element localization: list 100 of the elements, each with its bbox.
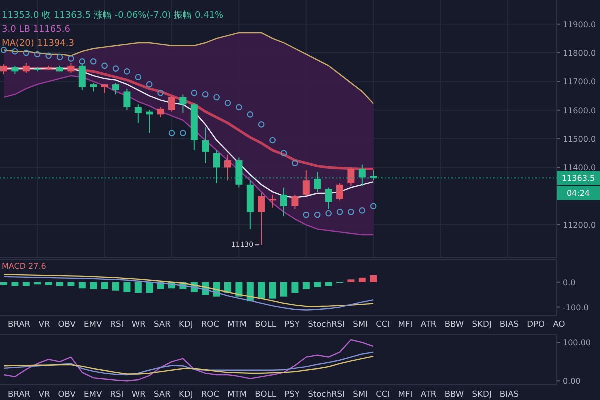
candlestick <box>302 170 310 197</box>
y-tick-label: 11900.0 <box>563 20 596 30</box>
line-series <box>3 356 374 375</box>
point <box>23 50 30 56</box>
y-tick-label: 11700.0 <box>563 78 596 87</box>
bar <box>314 282 322 288</box>
candlestick <box>112 82 120 96</box>
bar <box>90 282 98 290</box>
point <box>326 210 332 217</box>
bar <box>134 282 142 294</box>
candlestick <box>168 96 176 112</box>
point <box>314 212 321 218</box>
point <box>90 58 97 65</box>
bar <box>325 282 332 286</box>
y-tick-label: 11400.0 <box>563 164 596 173</box>
bar <box>0 282 8 286</box>
point <box>359 208 366 214</box>
candlestick <box>370 170 378 182</box>
annotation: 11353.0 收 11363.5 涨幅 -0.06%(-7.0) 振幅 0.41% <box>2 10 224 21</box>
bar <box>78 282 86 289</box>
point <box>224 100 232 106</box>
bar <box>358 278 366 282</box>
bar <box>12 282 19 286</box>
candlestick <box>325 187 332 210</box>
candlestick <box>157 107 164 118</box>
point <box>303 212 310 218</box>
candlestick <box>180 94 187 114</box>
point <box>280 150 288 157</box>
point <box>258 122 265 128</box>
bar <box>236 282 243 297</box>
point <box>79 58 86 65</box>
bar <box>101 282 108 290</box>
point <box>102 62 108 70</box>
bar <box>348 280 355 282</box>
point <box>202 91 209 98</box>
y-tick-label: 100.00 <box>563 338 591 348</box>
bar <box>258 282 266 299</box>
bar <box>292 282 299 294</box>
bar <box>45 282 52 286</box>
ref-line-label: 11363.5 <box>562 174 596 184</box>
y-tick-label: 11600.0 <box>563 106 596 116</box>
candlestick <box>336 182 344 202</box>
point <box>34 51 41 58</box>
y-tick-label: 11200.0 <box>563 221 596 230</box>
point <box>12 48 18 55</box>
text: 04:24 <box>566 189 590 198</box>
candlestick <box>124 88 131 111</box>
point <box>158 90 164 96</box>
point <box>68 56 74 62</box>
bar <box>124 282 131 292</box>
point <box>236 104 242 111</box>
candlestick <box>134 104 142 124</box>
candlestick <box>269 194 276 208</box>
candlestick <box>22 62 30 74</box>
candlestick <box>224 154 232 182</box>
point <box>46 52 52 60</box>
annotation: MA(20) 11394.3 <box>2 39 74 49</box>
point <box>370 203 377 210</box>
point <box>146 81 153 88</box>
point <box>247 112 254 118</box>
point <box>214 94 220 101</box>
y-tick-label: 0.0 <box>563 278 576 288</box>
point <box>180 130 186 136</box>
point <box>336 208 344 216</box>
y-tick-label: -100.0 <box>563 303 589 312</box>
point <box>292 160 298 167</box>
bar <box>302 282 310 290</box>
line-series <box>3 352 374 376</box>
candlestick <box>358 164 366 187</box>
candlestick <box>0 64 8 76</box>
bar <box>370 275 378 282</box>
bar <box>68 282 75 286</box>
line-series <box>3 339 374 382</box>
text: BRAR VR OBV EMV RSI WR SAR KDJ ROC MTM BOLL PSY StochRSI SMI CCI MFI ATR BBW SKDJ BIAS DPO AO <box>8 319 566 329</box>
point <box>56 54 64 60</box>
candlestick <box>280 187 288 217</box>
point <box>112 66 120 72</box>
bar <box>269 282 276 299</box>
bar <box>146 282 154 294</box>
y-tick-label: 11800.0 <box>563 49 596 58</box>
chart-title: MACD 27.6 <box>2 262 46 271</box>
y-tick-label: 0.00 <box>563 377 581 386</box>
candlestick <box>292 194 299 210</box>
candlestick <box>213 150 220 184</box>
point <box>135 74 142 81</box>
y-tick-label: 11500.0 <box>563 135 596 144</box>
point <box>168 130 176 136</box>
candlestick <box>348 167 355 187</box>
annotation: 3.0 LB 11165.6 <box>2 25 71 35</box>
point <box>124 68 130 75</box>
bar <box>22 282 30 286</box>
candlestick <box>68 62 75 74</box>
point <box>0 47 8 54</box>
point <box>191 90 198 96</box>
text: BRAR VR OBV EMV RSI WR SAR KDJ ROC MTM BOLL PSY StochRSI SMI CCI MFI ATR BBW SKDJ BIAS <box>8 389 520 399</box>
candlestick <box>314 172 322 193</box>
bar <box>112 282 120 291</box>
candlestick <box>202 127 210 164</box>
point <box>270 137 276 144</box>
point <box>348 208 354 216</box>
